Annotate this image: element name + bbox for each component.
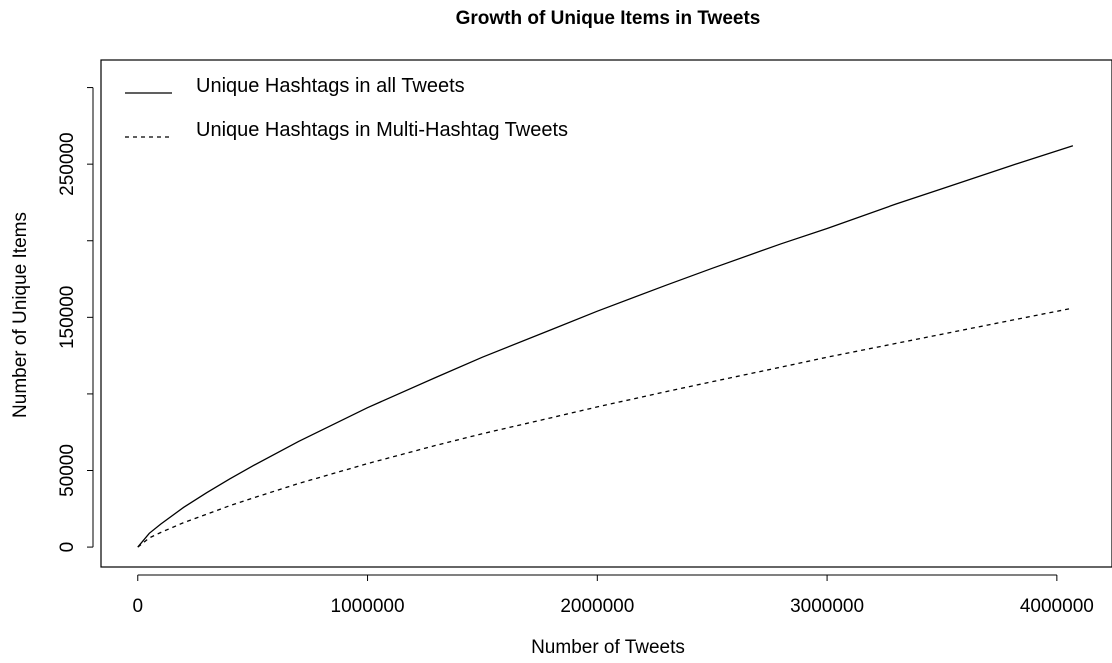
y-tick-label: 50000 bbox=[57, 444, 78, 497]
y-tick-label: 250000 bbox=[57, 132, 78, 195]
x-axis-label: Number of Tweets bbox=[531, 637, 685, 658]
legend-label-1: Unique Hashtags in all Tweets bbox=[196, 75, 465, 97]
legend: Unique Hashtags in all Tweets Unique Hash… bbox=[125, 75, 568, 141]
series-line-2 bbox=[137, 307, 1074, 548]
x-tick-label: 2000000 bbox=[560, 596, 634, 617]
legend-label-2: Unique Hashtags in Multi-Hashtag Tweets bbox=[196, 119, 568, 141]
series-line-1 bbox=[137, 145, 1074, 548]
y-axis: 0 50000 150000 250000 bbox=[57, 87, 94, 553]
x-tick-label: 4000000 bbox=[1020, 596, 1094, 617]
y-axis-label: Number of Unique Items bbox=[10, 212, 31, 418]
x-tick-label: 0 bbox=[132, 596, 143, 617]
x-axis: 0 1000000 2000000 3000000 4000000 bbox=[132, 574, 1094, 617]
series-layer bbox=[137, 145, 1074, 548]
y-tick-label: 150000 bbox=[57, 286, 78, 349]
x-tick-label: 1000000 bbox=[331, 596, 405, 617]
chart-title: Growth of Unique Items in Tweets bbox=[456, 8, 761, 29]
plot-frame bbox=[100, 59, 1112, 568]
x-tick-label: 3000000 bbox=[790, 596, 864, 617]
y-tick-label: 0 bbox=[57, 542, 78, 553]
